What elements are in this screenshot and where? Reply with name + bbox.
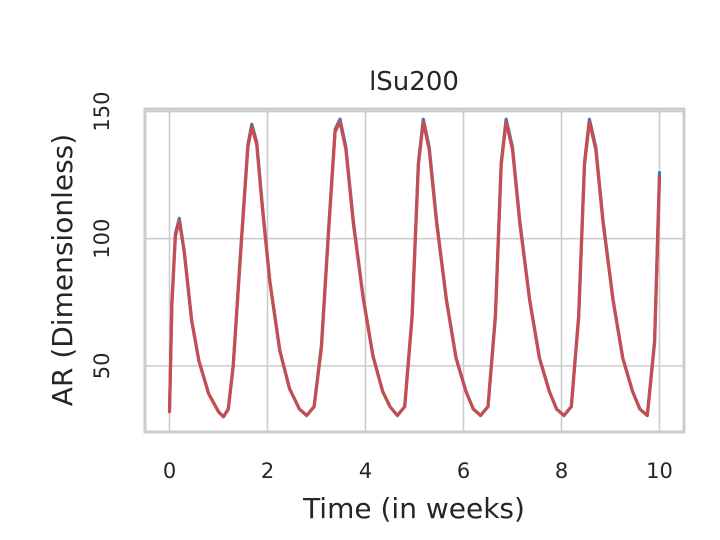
x-tick-label: 4 xyxy=(359,459,372,483)
x-tick-label: 6 xyxy=(457,459,470,483)
x-tick-label: 8 xyxy=(555,459,568,483)
y-tick-label: 100 xyxy=(90,219,114,259)
x-axis-label: Time (in weeks) xyxy=(302,492,525,525)
tick-labels: 0 2 4 6 8 10 50 100 150 xyxy=(90,91,673,483)
x-tick-label: 10 xyxy=(646,459,673,483)
series-line-2 xyxy=(167,120,662,419)
x-tick-label: 0 xyxy=(163,459,176,483)
series-lines xyxy=(167,117,662,419)
chart-title: lSu200 xyxy=(369,67,459,97)
y-axis-label: AR (Dimensionless) xyxy=(46,134,79,406)
y-tick-label: 50 xyxy=(90,353,114,380)
x-tick-label: 2 xyxy=(261,459,274,483)
grid-lines xyxy=(145,109,684,432)
plot-frame xyxy=(143,107,686,434)
y-tick-label: 150 xyxy=(90,91,114,131)
